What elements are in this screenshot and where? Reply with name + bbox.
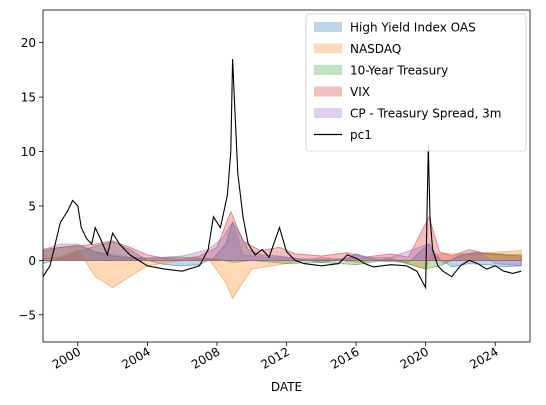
x-tick-label: 2020 <box>398 344 431 371</box>
legend: High Yield Index OAS NASDAQ 10-Year Treasu… <box>305 13 527 152</box>
x-axis-label: DATE <box>271 380 302 394</box>
y-tick-label: 15 <box>21 91 36 105</box>
legend-swatch <box>314 108 342 118</box>
series-area-cp-treasury-spread-3m <box>43 221 522 267</box>
x-tick-label: 2004 <box>119 344 152 371</box>
x-tick-label: 2008 <box>189 344 222 371</box>
legend-label: VIX <box>350 85 370 99</box>
y-tick-label: 20 <box>21 36 36 50</box>
x-tick-label: 2000 <box>50 344 83 371</box>
y-tick-label: −5 <box>18 308 36 322</box>
legend-label: High Yield Index OAS <box>350 21 476 35</box>
legend-box <box>305 13 527 152</box>
legend-label: pc1 <box>350 128 372 142</box>
y-tick-label: 10 <box>21 145 36 159</box>
x-tick-label: 2024 <box>467 344 500 371</box>
legend-label: NASDAQ <box>350 42 401 56</box>
legend-swatch <box>314 65 342 75</box>
x-tick-label: 2012 <box>259 344 292 371</box>
legend-swatch <box>314 43 342 54</box>
y-tick-label: 0 <box>28 254 36 268</box>
legend-swatch <box>314 86 342 97</box>
legend-swatch <box>314 22 342 32</box>
series-line-pc1 <box>43 58 522 290</box>
series-layer <box>43 58 522 300</box>
series-area-vix <box>43 210 522 261</box>
legend-label: 10-Year Treasury <box>350 64 448 78</box>
legend-label: CP - Treasury Spread, 3m <box>350 107 501 121</box>
x-tick-label: 2016 <box>328 344 361 371</box>
y-tick-label: 5 <box>28 199 36 213</box>
